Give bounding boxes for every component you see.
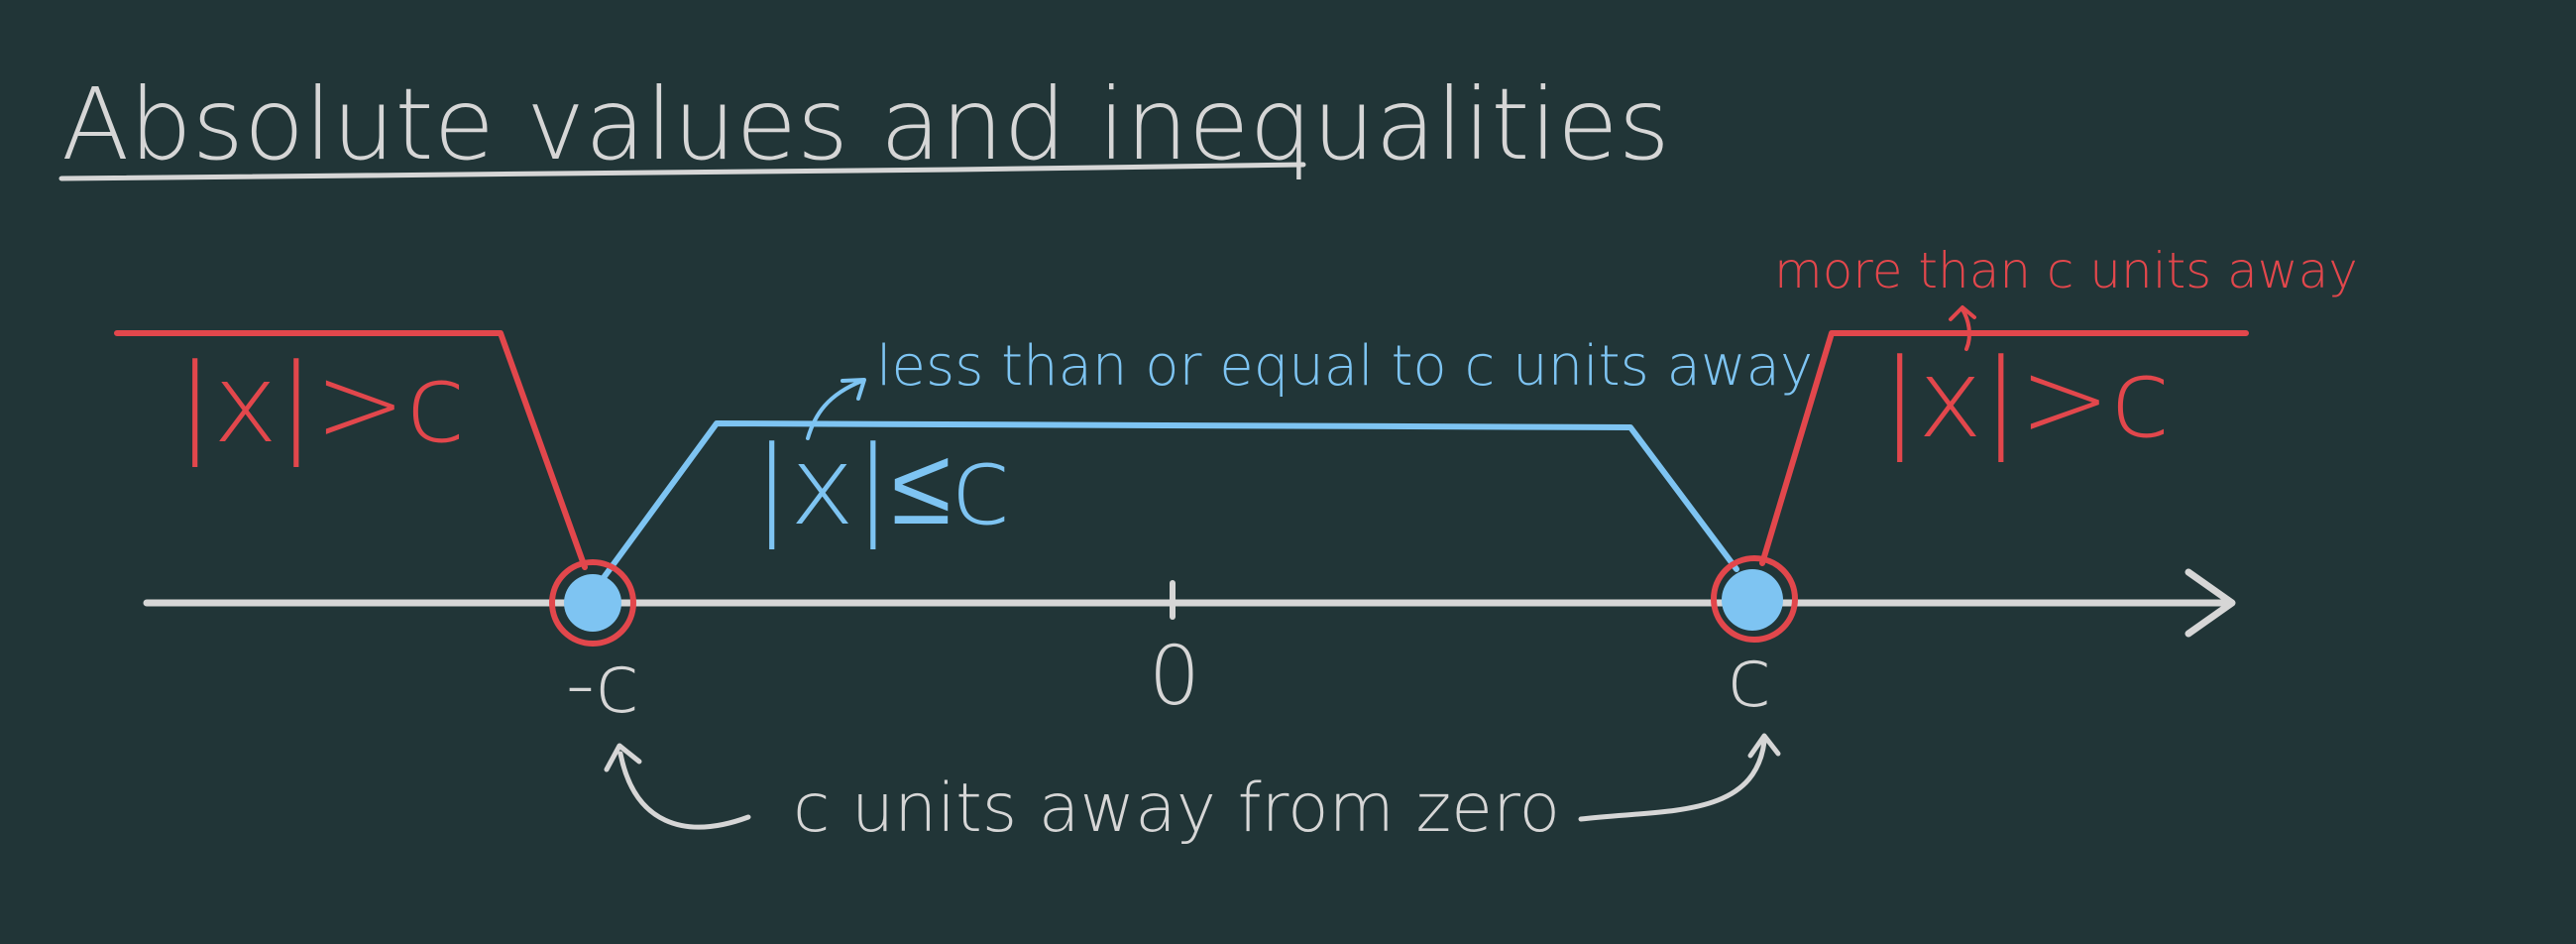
inside-note: less than or equal to c units away <box>876 334 1813 399</box>
distance-arrow-left-icon <box>604 743 751 830</box>
inside-inequality: |x|≤c <box>753 422 1011 550</box>
title: Absolute values and inequalities <box>61 66 1670 182</box>
number-line-arrowhead-icon <box>2184 568 2236 638</box>
endpoint-c-dot <box>1722 569 1783 631</box>
tick-label-zero: 0 <box>1149 630 1200 724</box>
endpoint-c-outer-ring <box>1711 555 1798 643</box>
endpoint-neg-c-outer-ring <box>549 559 636 647</box>
tick-label-neg-c: -c <box>566 638 640 732</box>
inside-region-bracket <box>597 420 1739 586</box>
outside-note-arrow-icon <box>1949 305 1976 351</box>
tick-label-c: c <box>1727 632 1771 726</box>
distance-note: c units away from zero <box>793 769 1560 848</box>
inside-note-arrow-icon <box>806 378 866 440</box>
title-underline <box>58 162 1306 181</box>
endpoint-neg-c-dot <box>564 574 621 632</box>
outside-note: more than c units away <box>1774 242 2358 299</box>
distance-arrow-right-icon <box>1578 733 1781 822</box>
outside-region-left-bracket <box>114 330 588 570</box>
outside-region-right-bracket <box>1759 330 2249 566</box>
outside-inequality-right: |x|>c <box>1881 335 2171 463</box>
outside-inequality-left: |x|>c <box>176 340 466 468</box>
